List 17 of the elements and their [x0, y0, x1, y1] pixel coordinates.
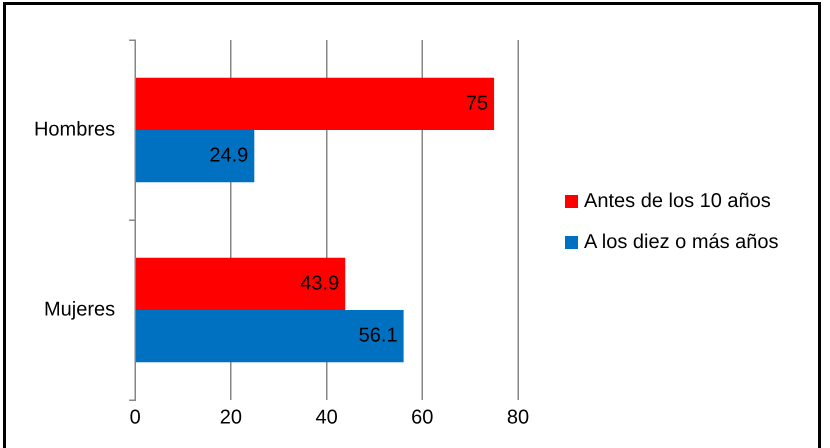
- bar: [136, 130, 254, 182]
- bar: [136, 258, 346, 310]
- data-label: 24.9: [209, 144, 248, 167]
- x-tick-label: 40: [315, 406, 338, 429]
- legend-label: Antes de los 10 años: [584, 190, 771, 213]
- data-label: 75: [466, 92, 488, 114]
- data-label: 56.1: [358, 324, 398, 347]
- bar: [136, 78, 494, 130]
- x-tick-label: 60: [411, 406, 434, 429]
- y-tick-label: Mujeres: [44, 298, 116, 321]
- bar: [136, 310, 404, 362]
- x-tick-label: 20: [220, 406, 242, 429]
- y-tick-label: Hombres: [34, 118, 116, 141]
- data-label: 43.9: [300, 272, 340, 294]
- x-tick-label: 0: [130, 406, 141, 429]
- legend-label: A los diez o más años: [584, 231, 779, 254]
- x-tick-label: 80: [506, 406, 530, 429]
